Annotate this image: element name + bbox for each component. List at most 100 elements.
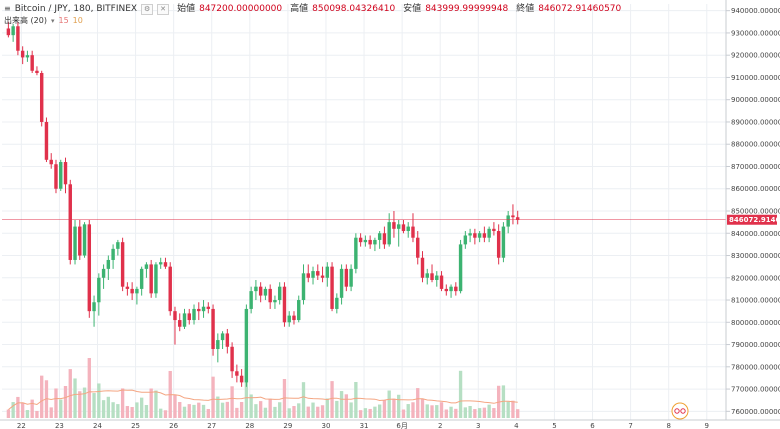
candle-body <box>430 273 434 280</box>
y-tick-label: 840000.00000000 <box>731 230 780 238</box>
candle-body <box>44 121 49 160</box>
volume-bar <box>225 401 230 418</box>
close-value: 846072.91460570 <box>538 4 622 14</box>
candle-body <box>482 233 487 238</box>
volume-bar <box>130 407 134 418</box>
candle-body <box>130 288 134 294</box>
volume-bar <box>487 404 491 418</box>
candle-body <box>287 315 291 323</box>
candle-body <box>154 264 158 294</box>
candle-body <box>382 233 387 245</box>
volume-bar <box>120 388 125 418</box>
candle-body <box>425 273 429 278</box>
x-tick-label: 25 <box>131 422 140 429</box>
volume-bar <box>54 388 58 418</box>
candle-body <box>277 286 282 301</box>
candlesticks <box>6 21 520 387</box>
price-axis[interactable]: 760000.00000000 770000.00000000 780000.000… <box>726 7 780 416</box>
settings-icon[interactable]: ⚙ <box>141 3 154 15</box>
candle-body <box>106 259 111 269</box>
candle-body <box>387 222 391 245</box>
candle-body <box>496 231 501 258</box>
candle-body <box>16 26 20 51</box>
candle-body <box>477 233 482 238</box>
candle-body <box>182 313 187 327</box>
close-label: 終値 <box>516 4 535 14</box>
volume-bar <box>306 406 310 418</box>
candle-body <box>87 224 92 312</box>
candle-body <box>120 242 125 287</box>
x-tick-label: 24 <box>93 422 102 429</box>
candle-body <box>49 159 53 165</box>
x-tick-label: 23 <box>55 422 64 429</box>
volume-bar <box>139 397 144 418</box>
candle-body <box>487 228 491 238</box>
volume-moving-average-line <box>8 389 518 410</box>
candle-body <box>458 244 463 292</box>
symbol-title[interactable]: Bitcoin / JPY, 180, BITFINEX <box>14 4 138 14</box>
volume-bar <box>420 398 425 418</box>
candle-body <box>6 28 11 36</box>
volume-bar <box>111 402 115 418</box>
volume-bar <box>258 401 263 418</box>
volume-bar <box>463 407 468 418</box>
y-tick-label: 810000.00000000 <box>731 297 780 305</box>
candle-body <box>392 222 396 229</box>
candle-body <box>454 286 458 292</box>
last-price-tag: 846072.91460570 <box>727 214 780 225</box>
volume-bar <box>135 402 139 418</box>
volume-bar <box>449 406 453 418</box>
volume-label[interactable]: 出来高 (20) <box>4 16 47 25</box>
bars-icon[interactable]: ≡ <box>4 4 11 13</box>
candle-body <box>239 375 244 383</box>
volume-bar <box>163 410 168 418</box>
volume-bar <box>49 407 53 418</box>
volume-bar <box>244 368 249 418</box>
candle-body <box>396 224 401 229</box>
x-tick-label: 27 <box>207 422 216 429</box>
candle-body <box>206 306 211 309</box>
candle-body <box>449 286 453 292</box>
volume-bar <box>278 402 282 418</box>
y-tick-label: 860000.00000000 <box>731 185 780 193</box>
legend: ≡ Bitcoin / JPY, 180, BITFINEX ⚙ ✕ 始値 84… <box>4 3 621 27</box>
candle-body <box>377 233 382 240</box>
volume-bar <box>297 403 301 418</box>
time-axis[interactable]: 22 23 24 25 26 27 28 29 30 31 6月 2 3 4 5 6 7 8 9 <box>17 422 709 429</box>
volume-bar <box>206 408 210 418</box>
candle-body <box>197 308 201 312</box>
x-tick-label: 5 <box>552 422 556 429</box>
candle-body <box>258 286 263 296</box>
candle-body <box>244 308 249 383</box>
volume-bar <box>230 386 234 418</box>
volume-bar <box>116 404 120 418</box>
y-tick-label: 820000.00000000 <box>731 274 780 282</box>
candle-body <box>301 273 306 301</box>
volume-bar <box>73 378 77 418</box>
volume-bar <box>287 408 291 418</box>
volume-bar <box>397 394 401 418</box>
candle-body <box>178 320 182 327</box>
volume-bar <box>358 410 363 418</box>
candle-body <box>501 226 506 258</box>
candle-body <box>220 333 225 341</box>
volume-bar <box>282 379 287 418</box>
go-to-realtime-button[interactable] <box>671 402 689 420</box>
volume-bar <box>25 410 30 418</box>
candle-body <box>235 371 239 376</box>
close-icon[interactable]: ✕ <box>157 3 170 15</box>
candle-body <box>11 26 15 36</box>
chevron-down-icon[interactable]: ▾ <box>50 17 55 25</box>
candle-body <box>373 239 377 245</box>
candle-body <box>320 275 325 278</box>
x-tick-label: 4 <box>514 422 519 429</box>
candle-body <box>468 233 472 236</box>
candle-body <box>349 268 353 287</box>
volume-bar <box>101 400 106 418</box>
x-tick-label: 29 <box>283 422 292 429</box>
volume-bar <box>349 402 353 418</box>
volume-bar <box>368 408 372 418</box>
candle-body <box>511 215 515 218</box>
candle-body <box>344 268 349 287</box>
